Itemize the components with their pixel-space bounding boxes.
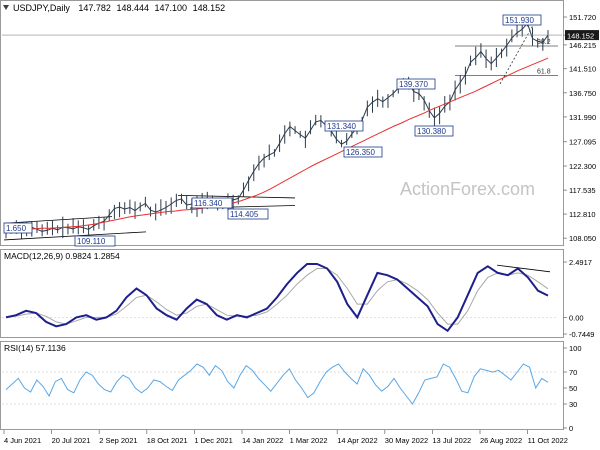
annotation-box [227,208,269,220]
price-y-tick-label: 122.300 [569,162,596,171]
macd-divergence-line [496,264,551,273]
annotation-box [324,120,364,132]
price-y-tick-label: 108.050 [569,234,596,243]
fib-label-61: 61.8 [537,68,551,75]
x-tick-label: 2 Sep 2021 [99,436,137,445]
price-panel [0,0,564,246]
x-tick-label: 1 Mar 2022 [290,436,328,445]
macd-y-tick-label: 2.4917 [569,258,592,267]
watermark: ActionForex.com [400,179,535,199]
macd-plot [2,263,558,333]
price-plot: 38.2 61.8 1.650 109.110 116.340 114.405 131.34… [2,14,562,247]
x-tick-label: 30 May 2022 [385,436,428,445]
price-y-tick-label: 148.152 [567,32,594,41]
trendline-range-top [177,194,296,199]
x-tick-label: 11 Oct 2022 [528,436,568,445]
annotation-box [396,78,436,90]
high-value: 148.444 [116,3,149,13]
price-y-tick-label: 112.810 [569,210,596,219]
annotation-label: 151.930 [505,16,534,25]
annotation-label: 109.110 [77,237,106,246]
macd-title: MACD(12,26,9) 0.9824 1.2854 [4,251,120,261]
low-value: 147.100 [155,3,188,13]
triangle-down-icon[interactable] [3,5,9,10]
symbol: USDJPY [13,3,49,13]
annotation-label: 130.380 [417,127,446,136]
macd-panel [0,249,564,338]
annotation-box [343,146,383,158]
price-y-tick-label: 141.510 [569,65,596,74]
rsi-series [5,363,549,405]
macd-series [5,263,549,333]
price-series [5,22,549,232]
x-tick-label: 26 Aug 2022 [480,436,522,445]
annotation-box [74,235,116,247]
price-y-tick-label: 146.215 [569,41,596,50]
annotation-label: 131.340 [327,122,356,131]
x-tick-label: 13 Jul 2022 [432,436,471,445]
trendline-upper [3,216,113,224]
fib-label-38: 38.2 [537,39,551,46]
x-tick-label: 14 Apr 2022 [337,436,377,445]
price-y-tick-label: 127.095 [569,138,596,147]
x-tick-label: 4 Jun 2021 [4,436,41,445]
price-y-tick-label: 131.990 [569,113,596,122]
x-tick-label: 1 Dec 2021 [194,436,232,445]
rsi-title: RSI(14) 57.1136 [4,343,66,353]
macd-y-tick-label: 0.00 [569,313,584,322]
svg-text:USDJPY,Daily 147.782 1: USDJPY,Daily 147.782 148.444 147.100 148… [13,3,225,13]
annotation-label: 116.340 [194,199,223,208]
rsi-y-tick-label: 0 [569,424,573,433]
x-tick-label: 14 Jan 2022 [242,436,283,445]
open-value: 147.782 [78,3,111,13]
ma-series [5,57,549,231]
rsi-y-tick-label: 50 [569,384,577,393]
rsi-y-tick-label: 30 [569,400,577,409]
annotation-box [502,14,542,26]
close-value: 148.152 [193,3,226,13]
price-y-tick-label: 117.535 [569,186,596,195]
annotation-label: 139.370 [399,80,428,89]
x-tick-label: 20 Jul 2021 [52,436,91,445]
current-price-flag [565,30,599,41]
rsi-y-tick-label: 100 [569,344,582,353]
macd-y-tick-label: -0.7449 [569,330,594,339]
trendline-dashed [499,17,538,85]
annotation-label: 114.405 [230,210,259,219]
annotation-box [414,125,454,137]
price-y-tick-label: 151.720 [569,13,596,22]
rsi-panel [0,341,564,430]
annotation-box [3,222,33,234]
annotation-label: 1.650 [6,224,27,233]
rsi-y-tick-label: 70 [569,368,577,377]
annotation-box [191,197,233,209]
timeframe: Daily [50,3,71,13]
annotation-label: 126.350 [346,148,375,157]
x-tick-label: 18 Oct 2021 [147,436,188,445]
price-y-tick-label: 136.750 [569,89,596,98]
rsi-plot [2,363,558,405]
macd-signal-series [5,268,549,325]
